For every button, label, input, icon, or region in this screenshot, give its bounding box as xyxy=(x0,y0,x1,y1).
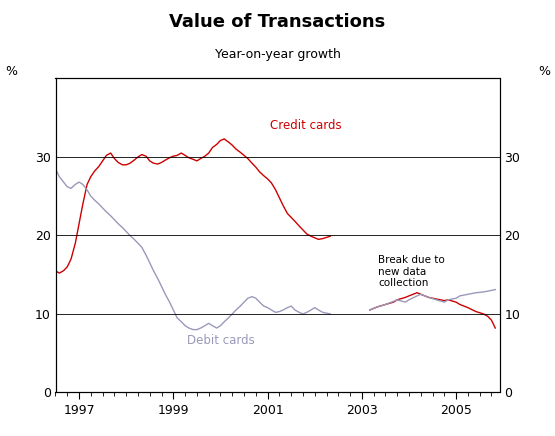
Text: Value of Transactions: Value of Transactions xyxy=(169,13,386,31)
Text: Break due to
new data
collection: Break due to new data collection xyxy=(379,255,445,288)
Text: Credit cards: Credit cards xyxy=(270,119,341,133)
Text: %: % xyxy=(538,65,550,78)
Text: %: % xyxy=(5,65,17,78)
Text: Debit cards: Debit cards xyxy=(188,334,255,347)
Text: Year-on-year growth: Year-on-year growth xyxy=(215,48,340,61)
